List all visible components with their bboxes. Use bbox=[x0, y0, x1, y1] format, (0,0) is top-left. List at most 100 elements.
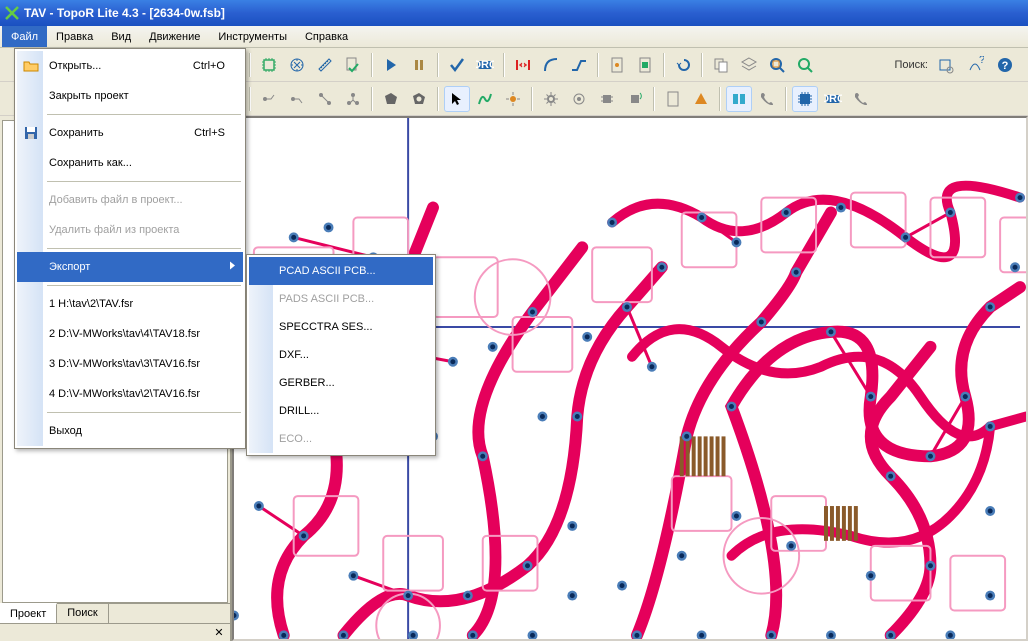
menu-item-label: Выход bbox=[49, 425, 82, 437]
menu-item[interactable]: Сохранить как... bbox=[17, 148, 243, 178]
tool-node2-icon[interactable] bbox=[284, 86, 310, 112]
submenu-item-label: PADS ASCII PCB... bbox=[279, 293, 374, 305]
menu-help[interactable]: Справка bbox=[296, 26, 357, 47]
tool-drc-icon[interactable]: DRC bbox=[472, 52, 498, 78]
menu-item[interactable]: Закрыть проект bbox=[17, 81, 243, 111]
tool-node3-icon[interactable] bbox=[312, 86, 338, 112]
tool-chip2-icon[interactable] bbox=[594, 86, 620, 112]
tool-curve-icon[interactable] bbox=[472, 86, 498, 112]
tool-poly-hole-icon[interactable] bbox=[406, 86, 432, 112]
menu-item-label: 4 D:\V-MWorks\tav\2\TAV16.fsr bbox=[49, 388, 200, 400]
tool-gear2-icon[interactable] bbox=[566, 86, 592, 112]
search-chip-icon[interactable] bbox=[932, 52, 958, 78]
menu-item[interactable]: Экспорт bbox=[17, 252, 243, 282]
tab-search[interactable]: Поиск bbox=[57, 604, 108, 623]
menu-item-label: Открыть... bbox=[49, 60, 101, 72]
window-title: TAV - TopoR Lite 4.3 - [2634-0w.fsb] bbox=[24, 6, 225, 20]
tool-zoom-icon[interactable] bbox=[792, 52, 818, 78]
tool-phone2-icon[interactable] bbox=[848, 86, 874, 112]
menu-item-label: Экспорт bbox=[49, 261, 90, 273]
menu-item-label: Закрыть проект bbox=[49, 90, 129, 102]
tool-gap-red-icon[interactable] bbox=[510, 52, 536, 78]
tool-gear-icon[interactable] bbox=[538, 86, 564, 112]
menu-item-label: 3 D:\V-MWorks\tav\3\TAV16.fsr bbox=[49, 358, 200, 370]
close-icon[interactable]: ✕ bbox=[212, 626, 226, 640]
tool-copy-icon[interactable] bbox=[708, 52, 734, 78]
tool-poly-icon[interactable] bbox=[378, 86, 404, 112]
tool-node1-icon[interactable] bbox=[256, 86, 282, 112]
tab-project[interactable]: Проект bbox=[0, 603, 57, 623]
submenu-item-label: SPECCTRA SES... bbox=[279, 321, 373, 333]
tool-doc-icon[interactable] bbox=[660, 86, 686, 112]
tool-undo-icon[interactable] bbox=[670, 52, 696, 78]
menu-tools[interactable]: Инструменты bbox=[209, 26, 296, 47]
submenu-item[interactable]: SPECCTRA SES... bbox=[249, 313, 433, 341]
menu-item-label: Добавить файл в проект... bbox=[49, 194, 183, 206]
menu-item-shortcut: Ctrl+S bbox=[194, 127, 225, 139]
menu-item[interactable]: 2 D:\V-MWorks\tav\4\TAV18.fsr bbox=[17, 319, 243, 349]
tool-compass-icon[interactable] bbox=[284, 52, 310, 78]
menu-item: Добавить файл в проект... bbox=[17, 185, 243, 215]
left-panel-tabs: Проект Поиск bbox=[0, 603, 230, 623]
tool-zoom-fit-icon[interactable] bbox=[764, 52, 790, 78]
tool-align-icon[interactable] bbox=[726, 86, 752, 112]
menu-view[interactable]: Вид bbox=[102, 26, 140, 47]
menu-item: Удалить файл из проекта bbox=[17, 215, 243, 245]
open-icon bbox=[22, 57, 40, 75]
menu-item[interactable]: 1 H:\tav\2\TAV.fsr bbox=[17, 289, 243, 319]
menu-item[interactable]: Сохранить Ctrl+S bbox=[17, 118, 243, 148]
svg-text:DRC: DRC bbox=[824, 93, 842, 105]
left-panel-footer: ✕ bbox=[0, 623, 230, 641]
submenu-item[interactable]: DXF... bbox=[249, 341, 433, 369]
submenu-item-label: DXF... bbox=[279, 349, 309, 361]
tool-check-icon[interactable] bbox=[444, 52, 470, 78]
submenu-item-label: PCAD ASCII PCB... bbox=[279, 265, 376, 277]
tool-play-icon[interactable] bbox=[378, 52, 404, 78]
submenu-item[interactable]: DRILL... bbox=[249, 397, 433, 425]
menu-item-label: Сохранить bbox=[49, 127, 104, 139]
menu-bar: Файл Правка Вид Движение Инструменты Спр… bbox=[0, 26, 1028, 48]
tool-check-doc-icon[interactable] bbox=[340, 52, 366, 78]
submenu-item[interactable]: PCAD ASCII PCB... bbox=[249, 257, 433, 285]
app-icon bbox=[4, 5, 20, 21]
menu-item-label: Удалить файл из проекта bbox=[49, 224, 179, 236]
tool-point-icon[interactable] bbox=[500, 86, 526, 112]
svg-text:?: ? bbox=[979, 56, 984, 66]
menu-move[interactable]: Движение bbox=[140, 26, 209, 47]
menu-edit[interactable]: Правка bbox=[47, 26, 102, 47]
tool-chip-rot-icon[interactable] bbox=[622, 86, 648, 112]
tool-trace-icon[interactable] bbox=[566, 52, 592, 78]
chevron-right-icon bbox=[229, 261, 237, 274]
menu-file[interactable]: Файл bbox=[2, 26, 47, 47]
menu-item[interactable]: 4 D:\V-MWorks\tav\2\TAV16.fsr bbox=[17, 379, 243, 409]
submenu-item-label: DRILL... bbox=[279, 405, 319, 417]
menu-item-shortcut: Ctrl+O bbox=[193, 60, 225, 72]
svg-text:?: ? bbox=[1002, 60, 1009, 72]
tool-chip-blue-icon[interactable] bbox=[792, 86, 818, 112]
menu-item[interactable]: 3 D:\V-MWorks\tav\3\TAV16.fsr bbox=[17, 349, 243, 379]
save-icon bbox=[22, 124, 40, 142]
submenu-item[interactable]: GERBER... bbox=[249, 369, 433, 397]
menu-item-label: 1 H:\tav\2\TAV.fsr bbox=[49, 298, 133, 310]
menu-item-label: 2 D:\V-MWorks\tav\4\TAV18.fsr bbox=[49, 328, 200, 340]
tool-doc1-icon[interactable] bbox=[604, 52, 630, 78]
help-icon[interactable]: ? bbox=[992, 52, 1018, 78]
tool-drc2-icon[interactable]: DRC bbox=[820, 86, 846, 112]
tool-ruler-icon[interactable] bbox=[312, 52, 338, 78]
submenu-item-label: GERBER... bbox=[279, 377, 335, 389]
tool-node4-icon[interactable] bbox=[340, 86, 366, 112]
tool-tri-icon[interactable] bbox=[688, 86, 714, 112]
tool-layers-icon[interactable] bbox=[736, 52, 762, 78]
tool-pause-icon[interactable] bbox=[406, 52, 432, 78]
search-label: Поиск: bbox=[894, 59, 928, 71]
tool-phone-icon[interactable] bbox=[754, 86, 780, 112]
tool-pointer-icon[interactable] bbox=[444, 86, 470, 112]
submenu-item: PADS ASCII PCB... bbox=[249, 285, 433, 313]
search-net-icon[interactable]: ? bbox=[962, 52, 988, 78]
tool-arc-icon[interactable] bbox=[538, 52, 564, 78]
menu-item[interactable]: Выход bbox=[17, 416, 243, 446]
tool-chip-icon[interactable] bbox=[256, 52, 282, 78]
submenu-item: ECO... bbox=[249, 425, 433, 453]
tool-doc2-icon[interactable] bbox=[632, 52, 658, 78]
menu-item[interactable]: Открыть... Ctrl+O bbox=[17, 51, 243, 81]
